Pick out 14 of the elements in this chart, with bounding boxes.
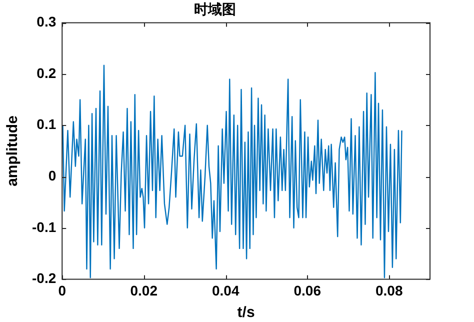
x-tick-label: 0.08 [376,282,403,298]
y-tick-label: 0.2 [36,64,56,81]
y-tick-label: 0 [48,168,56,184]
y-tick-label: -0.1 [32,218,56,235]
y-tick-label: 0.3 [36,14,56,30]
y-tick-label: -0.2 [32,270,56,286]
x-tick-label: 0.04 [212,282,240,298]
x-tick-label: 0 [58,282,66,298]
x-tick-label: 0.06 [294,282,322,298]
y-axis-title: amplitude [4,116,22,186]
chart-title: 时域图 [194,2,236,18]
x-tick-label: 0.02 [130,282,158,298]
x-axis-title: t/s [237,304,255,322]
y-tick-label: 0.1 [36,116,56,132]
